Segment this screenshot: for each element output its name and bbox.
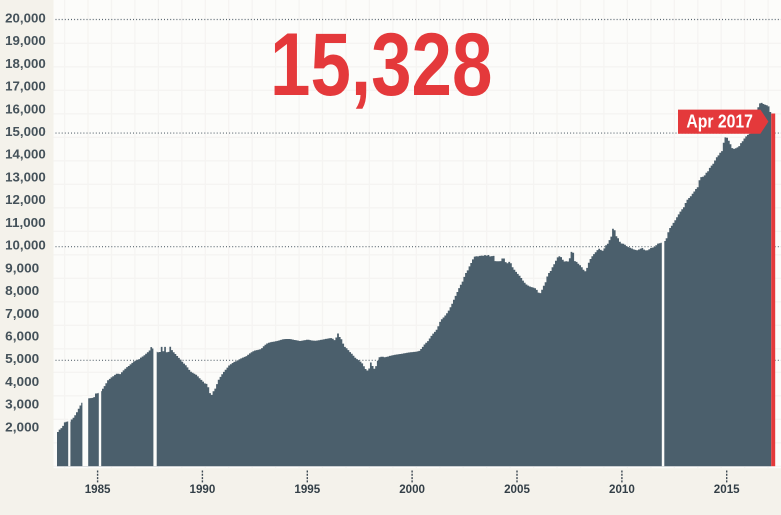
svg-text:7,000: 7,000 — [5, 306, 39, 321]
svg-text:1990: 1990 — [190, 482, 216, 496]
svg-text:5,000: 5,000 — [5, 351, 39, 366]
svg-text:2005: 2005 — [504, 482, 530, 496]
svg-text:Apr 2017: Apr 2017 — [686, 111, 753, 132]
svg-text:8,000: 8,000 — [5, 283, 39, 298]
svg-text:2000: 2000 — [399, 482, 425, 496]
svg-text:9,000: 9,000 — [5, 260, 39, 275]
svg-text:17,000: 17,000 — [5, 79, 46, 94]
svg-text:1985: 1985 — [85, 482, 111, 496]
svg-text:15,000: 15,000 — [5, 124, 46, 139]
svg-text:18,000: 18,000 — [5, 56, 46, 71]
svg-text:11,000: 11,000 — [5, 215, 46, 230]
svg-text:1995: 1995 — [294, 482, 320, 496]
svg-text:4,000: 4,000 — [5, 374, 39, 389]
svg-text:2,000: 2,000 — [5, 419, 39, 434]
svg-text:19,000: 19,000 — [5, 33, 46, 48]
svg-text:2010: 2010 — [609, 482, 635, 496]
svg-text:2015: 2015 — [714, 482, 740, 496]
svg-text:12,000: 12,000 — [5, 192, 46, 207]
svg-text:14,000: 14,000 — [5, 147, 46, 162]
svg-text:15,328: 15,328 — [270, 15, 492, 115]
svg-text:10,000: 10,000 — [5, 238, 46, 253]
svg-text:16,000: 16,000 — [5, 101, 46, 116]
svg-text:3,000: 3,000 — [5, 397, 39, 412]
svg-text:13,000: 13,000 — [5, 169, 46, 184]
svg-text:6,000: 6,000 — [5, 329, 39, 344]
svg-text:20,000: 20,000 — [5, 10, 46, 25]
